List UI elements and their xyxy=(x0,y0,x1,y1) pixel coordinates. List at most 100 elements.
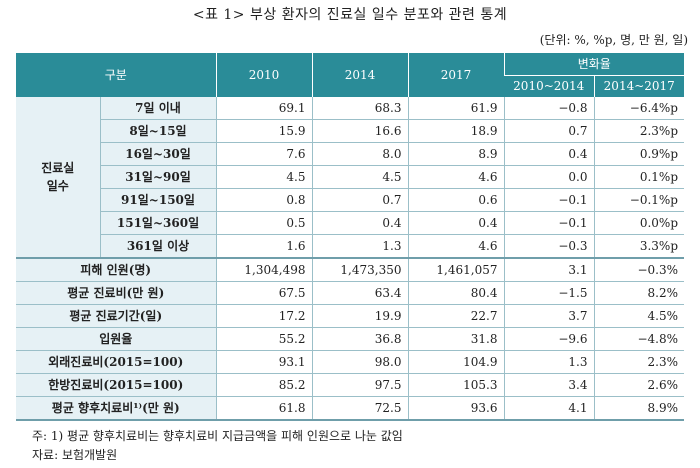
header-change: 변화율 xyxy=(503,53,684,76)
cell-v2014: 0.4 xyxy=(311,211,408,235)
cell-v2014: 0.7 xyxy=(311,188,408,212)
table-row: 361일 이상 1.6 1.3 4.6 −0.3 3.3%p xyxy=(16,234,684,259)
row-label: 31일~90일 xyxy=(99,165,216,189)
cell-v2010: 1.6 xyxy=(215,234,312,259)
cell-c1: 4.1 xyxy=(503,396,594,421)
cell-c2: 0.0%p xyxy=(593,211,684,235)
cell-c1: 3.4 xyxy=(503,373,594,397)
table-row: 평균 진료비(만 원) 67.5 63.4 80.4 −1.5 8.2% xyxy=(16,281,684,305)
header-year-2017: 2017 xyxy=(407,53,504,97)
header-change-2010-2014: 2010~2014 xyxy=(504,75,594,97)
cell-c1: 3.7 xyxy=(503,304,594,328)
cell-c1: −9.6 xyxy=(503,327,594,351)
table-row: 31일~90일 4.5 4.5 4.6 0.0 0.1%p xyxy=(16,165,684,189)
cell-v2017: 0.4 xyxy=(407,211,504,235)
unit-label: (단위: %, %p, 명, 만 원, 일) xyxy=(539,33,688,47)
cell-v2017: 22.7 xyxy=(407,304,504,328)
cell-v2014: 1.3 xyxy=(311,234,408,259)
cell-v2010: 7.6 xyxy=(215,142,312,166)
cell-v2014: 1,473,350 xyxy=(311,257,408,282)
cell-v2014: 72.5 xyxy=(311,396,408,421)
cell-v2014: 68.3 xyxy=(311,97,408,120)
cell-c1: 0.0 xyxy=(503,165,594,189)
cell-c2: −0.1%p xyxy=(593,188,684,212)
cell-c1: −0.1 xyxy=(503,188,594,212)
table-row: 91일~150일 0.8 0.7 0.6 −0.1 −0.1%p xyxy=(16,188,684,212)
table-row: 한방진료비(2015=100) 85.2 97.5 105.3 3.4 2.6% xyxy=(16,373,684,397)
cell-v2010: 69.1 xyxy=(215,97,312,120)
row-label: 151일~360일 xyxy=(99,211,216,235)
cell-c2: −6.4%p xyxy=(593,97,684,120)
cell-v2017: 61.9 xyxy=(407,97,504,120)
cell-c2: 0.9%p xyxy=(593,142,684,166)
cell-c1: 0.4 xyxy=(503,142,594,166)
cell-c2: 2.3% xyxy=(593,350,684,374)
table-title: <표 1> 부상 환자의 진료실 일수 분포와 관련 통계 xyxy=(192,7,508,23)
cell-v2017: 4.6 xyxy=(407,234,504,259)
table-body: 진료실 일수 7일 이내 69.1 68.3 61.9 −0.8 −6.4%p 8일~15일 15… xyxy=(16,97,684,421)
cell-v2017: 18.9 xyxy=(407,119,504,143)
header-category: 구분 xyxy=(16,53,216,97)
cell-v2010: 17.2 xyxy=(215,304,312,328)
group-label-clinic-days: 진료실 일수 xyxy=(16,97,100,259)
cell-v2017: 1,461,057 xyxy=(407,257,504,282)
cell-c2: 3.3%p xyxy=(593,234,684,259)
cell-v2014: 98.0 xyxy=(311,350,408,374)
table-row: 진료실 일수 7일 이내 69.1 68.3 61.9 −0.8 −6.4%p xyxy=(16,97,684,259)
cell-v2010: 61.8 xyxy=(215,396,312,421)
cell-c2: 0.1%p xyxy=(593,165,684,189)
cell-c2: 2.3%p xyxy=(593,119,684,143)
row-label: 8일~15일 xyxy=(99,119,216,143)
cell-v2010: 1,304,498 xyxy=(215,257,312,282)
cell-v2010: 55.2 xyxy=(215,327,312,351)
cell-v2010: 0.5 xyxy=(215,211,312,235)
row-label: 피해 인원(명) xyxy=(16,257,216,282)
row-label: 91일~150일 xyxy=(99,188,216,212)
cell-v2010: 4.5 xyxy=(215,165,312,189)
row-label: 361일 이상 xyxy=(99,234,216,259)
row-label: 입원율 xyxy=(16,327,216,351)
cell-v2017: 104.9 xyxy=(407,350,504,374)
cell-c1: 3.1 xyxy=(503,257,594,282)
table-row: 16일~30일 7.6 8.0 8.9 0.4 0.9%p xyxy=(16,142,684,166)
cell-v2017: 105.3 xyxy=(407,373,504,397)
footnote: 주: 1) 평균 향후치료비는 향후치료비 지급금액을 피해 인원으로 나눈 값… xyxy=(32,429,403,443)
cell-v2014: 16.6 xyxy=(311,119,408,143)
row-label: 외래진료비(2015=100) xyxy=(16,350,216,374)
table-row: 151일~360일 0.5 0.4 0.4 −0.1 0.0%p xyxy=(16,211,684,235)
header-change-2014-2017: 2014~2017 xyxy=(593,75,684,97)
cell-c1: −0.8 xyxy=(503,97,594,120)
cell-v2010: 85.2 xyxy=(215,373,312,397)
cell-v2014: 4.5 xyxy=(311,165,408,189)
table-row: 외래진료비(2015=100) 93.1 98.0 104.9 1.3 2.3% xyxy=(16,350,684,374)
header-year-2014: 2014 xyxy=(311,53,408,97)
cell-c2: −0.3% xyxy=(593,257,684,282)
row-label: 한방진료비(2015=100) xyxy=(16,373,216,397)
source-note: 자료: 보험개발원 xyxy=(32,448,118,462)
cell-c1: 0.7 xyxy=(503,119,594,143)
cell-v2014: 19.9 xyxy=(311,304,408,328)
cell-c1: −1.5 xyxy=(503,281,594,305)
cell-v2017: 31.8 xyxy=(407,327,504,351)
row-label: 16일~30일 xyxy=(99,142,216,166)
cell-c2: 4.5% xyxy=(593,304,684,328)
table-row: 피해 인원(명) 1,304,498 1,473,350 1,461,057 3.1 −0… xyxy=(16,257,684,282)
cell-v2010: 93.1 xyxy=(215,350,312,374)
table-row: 평균 진료기간(일) 17.2 19.9 22.7 3.7 4.5% xyxy=(16,304,684,328)
cell-v2017: 80.4 xyxy=(407,281,504,305)
cell-v2014: 97.5 xyxy=(311,373,408,397)
table-row: 입원율 55.2 36.8 31.8 −9.6 −4.8% xyxy=(16,327,684,351)
row-label: 7일 이내 xyxy=(99,97,216,120)
cell-v2014: 63.4 xyxy=(311,281,408,305)
cell-v2017: 4.6 xyxy=(407,165,504,189)
cell-v2017: 93.6 xyxy=(407,396,504,421)
cell-c1: −0.1 xyxy=(503,211,594,235)
cell-c1: −0.3 xyxy=(503,234,594,259)
cell-v2010: 0.8 xyxy=(215,188,312,212)
cell-c2: 2.6% xyxy=(593,373,684,397)
cell-v2017: 0.6 xyxy=(407,188,504,212)
row-label: 평균 진료기간(일) xyxy=(16,304,216,328)
table-row: 평균 향후치료비¹⁾(만 원) 61.8 72.5 93.6 4.1 8.9% xyxy=(16,396,684,421)
cell-v2014: 36.8 xyxy=(311,327,408,351)
header-year-2010: 2010 xyxy=(215,53,312,97)
